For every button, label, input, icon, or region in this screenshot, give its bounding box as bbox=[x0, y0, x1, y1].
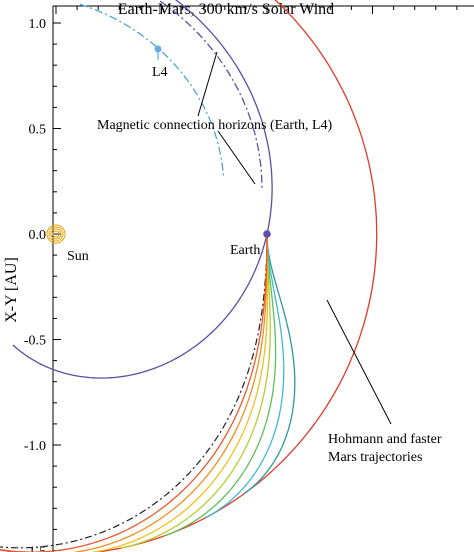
y-tick-label: -0.5 bbox=[24, 334, 46, 349]
mars-trajectory-curve bbox=[244, 234, 296, 495]
mars-trajectories bbox=[0, 234, 296, 552]
annotation-hohmann-line1: Hohmann and faster bbox=[328, 432, 442, 447]
annotation-horizons: Magnetic connection horizons (Earth, L4) bbox=[97, 118, 333, 133]
l4-horizon-curve bbox=[79, 3, 225, 178]
pointer-trajectories bbox=[326, 299, 392, 425]
l4-label: L4 bbox=[152, 65, 168, 80]
sun-ring bbox=[48, 226, 64, 242]
y-tick-label: 1.0 bbox=[29, 17, 47, 32]
y-tick-label: -1.5 bbox=[24, 545, 46, 552]
mars-trajectory-curve bbox=[120, 234, 271, 549]
sun-rings bbox=[46, 224, 66, 244]
top-axis-ticks bbox=[55, 6, 458, 14]
mars-trajectory-curve bbox=[71, 234, 268, 552]
pointer-horizons-down bbox=[217, 130, 256, 185]
chart-title: Earth-Mars, 300 km/s Solar Wind bbox=[118, 1, 334, 18]
mars-dashdot-curve bbox=[0, 234, 268, 549]
l4-marker bbox=[154, 45, 162, 53]
mars-trajectory-curve bbox=[90, 234, 269, 552]
mars-trajectory-curve bbox=[164, 234, 277, 537]
annotation-hohmann-line2: Mars trajectories bbox=[328, 450, 422, 465]
earth-spiral-curve bbox=[12, 0, 273, 379]
y-axis-ticks: 1.0 0.5 0.0 -0.5 -1.0 -1.5 bbox=[24, 17, 61, 552]
earth-label: Earth bbox=[230, 243, 260, 258]
mars-trajectory-curve bbox=[205, 234, 285, 518]
sun-ring bbox=[50, 228, 62, 240]
y-tick-label: 0.5 bbox=[29, 123, 47, 138]
pointer-horizons-up bbox=[197, 51, 218, 117]
earth-horizon-curve bbox=[157, 0, 263, 188]
y-axis-label: X-Y [AU] bbox=[3, 257, 20, 323]
y-tick-label: -1.0 bbox=[24, 439, 46, 454]
earth-marker bbox=[263, 230, 271, 238]
sun-ring bbox=[46, 224, 66, 244]
mars-trajectory-curve bbox=[0, 234, 268, 552]
sun-label: Sun bbox=[67, 249, 89, 264]
sun-ring bbox=[52, 230, 60, 238]
y-tick-label: 0.0 bbox=[29, 228, 47, 243]
